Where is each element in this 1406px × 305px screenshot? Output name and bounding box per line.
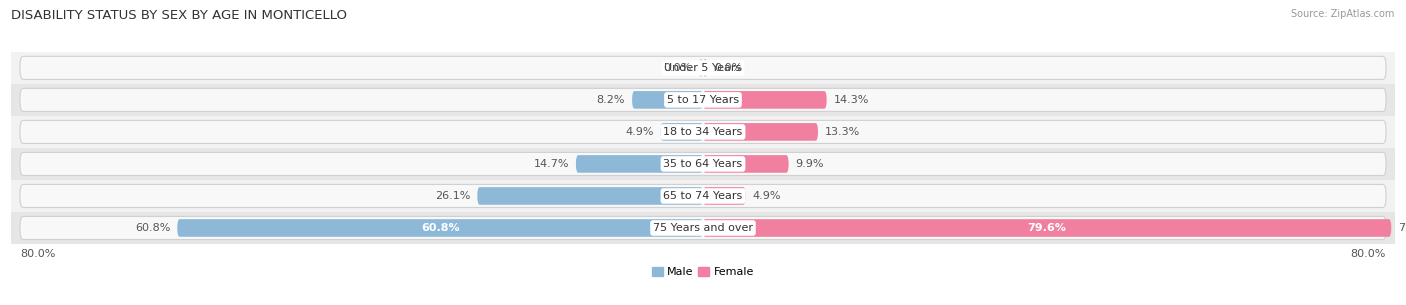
Text: 4.9%: 4.9%	[752, 191, 780, 201]
FancyBboxPatch shape	[20, 88, 1386, 111]
Bar	[11, 52, 1395, 84]
FancyBboxPatch shape	[20, 217, 1386, 239]
FancyBboxPatch shape	[699, 59, 703, 77]
Text: 80.0%: 80.0%	[20, 249, 55, 259]
Text: 14.7%: 14.7%	[533, 159, 569, 169]
FancyBboxPatch shape	[703, 155, 789, 173]
Text: 79.6%: 79.6%	[1028, 223, 1067, 233]
FancyBboxPatch shape	[703, 219, 1392, 237]
FancyBboxPatch shape	[477, 187, 703, 205]
Bar	[11, 148, 1395, 180]
FancyBboxPatch shape	[20, 152, 1386, 175]
FancyBboxPatch shape	[576, 155, 703, 173]
Text: 18 to 34 Years: 18 to 34 Years	[664, 127, 742, 137]
Text: 14.3%: 14.3%	[834, 95, 869, 105]
Bar	[11, 180, 1395, 212]
Text: 35 to 64 Years: 35 to 64 Years	[664, 159, 742, 169]
Text: DISABILITY STATUS BY SEX BY AGE IN MONTICELLO: DISABILITY STATUS BY SEX BY AGE IN MONTI…	[11, 9, 347, 22]
Text: 60.8%: 60.8%	[420, 223, 460, 233]
FancyBboxPatch shape	[703, 187, 745, 205]
Text: 75 Years and over: 75 Years and over	[652, 223, 754, 233]
Text: 60.8%: 60.8%	[135, 223, 170, 233]
FancyBboxPatch shape	[177, 219, 703, 237]
Text: 26.1%: 26.1%	[434, 191, 471, 201]
Text: 13.3%: 13.3%	[825, 127, 860, 137]
FancyBboxPatch shape	[20, 185, 1386, 207]
Text: 80.0%: 80.0%	[1351, 249, 1386, 259]
FancyBboxPatch shape	[703, 91, 827, 109]
Text: Under 5 Years: Under 5 Years	[665, 63, 741, 73]
Text: 4.9%: 4.9%	[626, 127, 654, 137]
Text: 79.6%: 79.6%	[1398, 223, 1406, 233]
Text: 9.9%: 9.9%	[796, 159, 824, 169]
FancyBboxPatch shape	[661, 123, 703, 141]
Text: 5 to 17 Years: 5 to 17 Years	[666, 95, 740, 105]
Text: 0.0%: 0.0%	[714, 63, 742, 73]
FancyBboxPatch shape	[20, 56, 1386, 79]
Text: 0.0%: 0.0%	[664, 63, 692, 73]
FancyBboxPatch shape	[703, 59, 707, 77]
Text: 8.2%: 8.2%	[596, 95, 626, 105]
FancyBboxPatch shape	[703, 123, 818, 141]
FancyBboxPatch shape	[20, 120, 1386, 143]
Bar	[11, 212, 1395, 244]
Legend: Male, Female: Male, Female	[648, 264, 758, 281]
Bar	[11, 84, 1395, 116]
Text: Source: ZipAtlas.com: Source: ZipAtlas.com	[1291, 9, 1395, 19]
Bar	[11, 116, 1395, 148]
Text: 65 to 74 Years: 65 to 74 Years	[664, 191, 742, 201]
FancyBboxPatch shape	[633, 91, 703, 109]
